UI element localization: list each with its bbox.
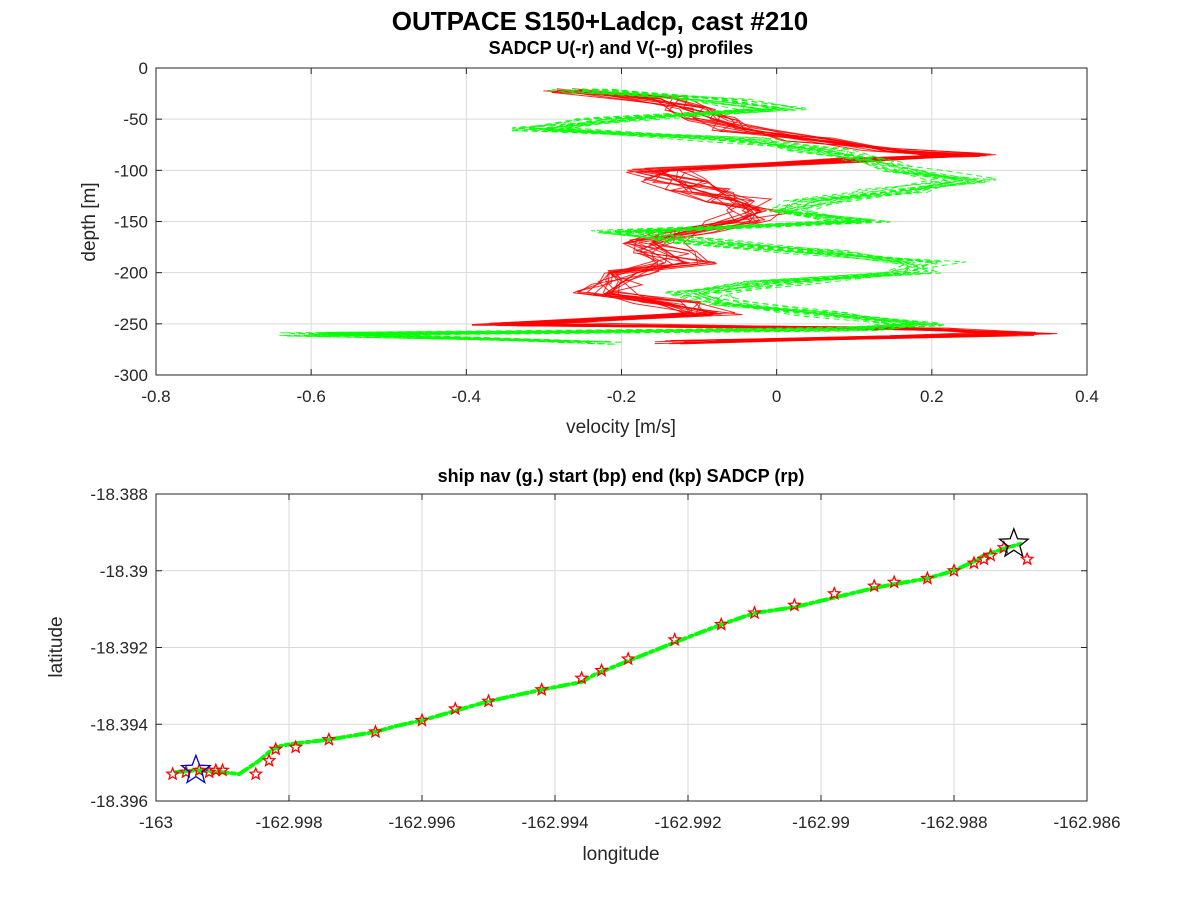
x-tick-label: -162.998 <box>255 813 322 832</box>
sadcp-point <box>447 701 463 716</box>
sadcp-point <box>574 670 590 685</box>
longitude-axis-label: longitude <box>582 844 659 865</box>
sadcp-point <box>534 681 550 697</box>
start-point <box>179 753 212 784</box>
sadcp-point <box>178 764 194 779</box>
plot-frame <box>155 493 1088 802</box>
u-profile-line <box>490 90 1010 343</box>
y-tick-label: -250 <box>114 315 148 334</box>
x-tick-label: -0.2 <box>607 387 636 406</box>
u-profile-line <box>513 89 1021 342</box>
sadcp-point <box>713 616 729 631</box>
x-tick-label: -0.6 <box>297 387 326 406</box>
sadcp-point <box>747 605 762 620</box>
y-tick-label: -150 <box>114 213 148 232</box>
x-tick-label: -0.8 <box>141 387 170 406</box>
ship-nav-axes: -163 -162.998 -162.996 -162.994 -162.992 -162… <box>46 466 1121 865</box>
x-tick-label: -162.988 <box>920 813 987 832</box>
velocity-axis-label: velocity [m/s] <box>566 417 676 438</box>
y-tick-label: -18.396 <box>90 792 148 811</box>
sadcp-point <box>946 562 962 578</box>
sadcp-point <box>481 693 496 708</box>
sadcp-point <box>321 731 337 746</box>
sadcp-point <box>826 585 842 601</box>
sadcp-point <box>1019 551 1035 566</box>
x-tick-label: -162.994 <box>521 813 588 832</box>
x-tick-label: -163 <box>139 813 173 832</box>
x-tick-label: -162.992 <box>654 813 721 832</box>
sadcp-point <box>268 741 284 756</box>
sadcp-point <box>414 712 430 727</box>
velocity-profile-title: SADCP U(-r) and V(--g) profiles <box>489 38 754 58</box>
sadcp-point <box>667 632 683 647</box>
u-profile-line <box>517 88 1018 341</box>
x-tick-label: -0.4 <box>452 387 481 406</box>
u-profile-line <box>503 89 1035 343</box>
u-profile-line <box>471 89 1051 345</box>
y-tick-label: -18.392 <box>90 639 148 658</box>
nav-marks <box>165 527 1035 784</box>
y-tick-label: -18.39 <box>100 562 148 581</box>
x-tick-label: -162.99 <box>792 813 850 832</box>
ship-nav-title: ship nav (g.) start (bp) end (kp) SADCP … <box>438 466 805 486</box>
sadcp-point <box>165 766 181 781</box>
sadcp-point <box>261 752 277 767</box>
y-tick-label: -18.394 <box>90 715 148 734</box>
v-profile-line <box>332 91 956 343</box>
x-tick-label: 0 <box>772 387 781 406</box>
y-tick-label: -100 <box>114 161 148 180</box>
x-tick-label: 0.2 <box>920 387 944 406</box>
plot-frame <box>155 67 1088 376</box>
y-tick-label: -300 <box>114 366 148 385</box>
sadcp-point <box>886 574 902 589</box>
sadcp-point <box>191 762 207 777</box>
y-tick-label: -18.388 <box>90 485 148 504</box>
v-profile-line <box>286 89 972 343</box>
sadcp-point <box>983 547 998 562</box>
figure-title: OUTPACE S150+Ladcp, cast #210 <box>392 6 808 36</box>
profile-lines <box>279 88 1058 345</box>
sadcp-point <box>248 766 264 781</box>
x-tick-label: -162.996 <box>388 813 455 832</box>
sadcp-point <box>594 662 609 677</box>
sadcp-point <box>288 739 304 754</box>
u-profile-line <box>516 90 999 342</box>
x-tick-label: 0.4 <box>1075 387 1099 406</box>
y-tick-label: 0 <box>139 59 148 78</box>
sadcp-point <box>866 578 882 593</box>
x-tick-label: -162.986 <box>1053 813 1120 832</box>
end-point <box>997 527 1030 558</box>
sadcp-point <box>620 651 636 666</box>
v-profile-line <box>344 91 976 343</box>
latitude-axis-label: latitude <box>46 616 67 677</box>
v-profile-line <box>344 88 952 343</box>
velocity-profile-axes: -0.8 -0.6 -0.4 -0.2 0 0.2 0.4 0 -50 -100 -150 -200 -… <box>79 38 1099 438</box>
sadcp-point <box>368 724 383 739</box>
v-profile-line <box>280 88 997 345</box>
sadcp-point <box>919 570 935 585</box>
y-tick-label: -50 <box>123 110 148 129</box>
v-profile-line <box>320 90 940 343</box>
y-tick-label: -200 <box>114 264 148 283</box>
depth-axis-label: depth [m] <box>79 182 100 261</box>
sadcp-point <box>215 762 230 777</box>
sadcp-point <box>966 555 982 570</box>
sadcp-point <box>786 597 802 612</box>
